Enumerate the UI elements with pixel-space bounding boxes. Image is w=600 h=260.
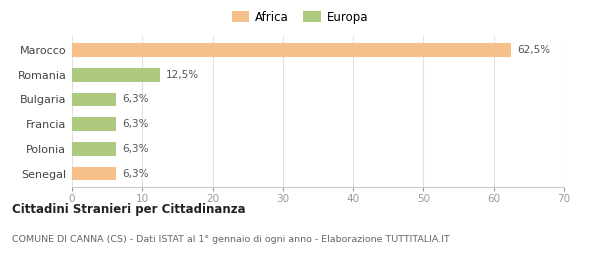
Text: 6,3%: 6,3%: [122, 168, 148, 179]
Text: 6,3%: 6,3%: [122, 94, 148, 105]
Text: 12,5%: 12,5%: [166, 70, 199, 80]
Bar: [72, 43, 511, 57]
Legend: Africa, Europa: Africa, Europa: [227, 6, 373, 28]
Bar: [72, 167, 116, 180]
Bar: [72, 68, 160, 82]
Bar: [72, 117, 116, 131]
Bar: [72, 142, 116, 156]
Text: 6,3%: 6,3%: [122, 119, 148, 129]
Text: COMUNE DI CANNA (CS) - Dati ISTAT al 1° gennaio di ogni anno - Elaborazione TUTT: COMUNE DI CANNA (CS) - Dati ISTAT al 1° …: [12, 235, 450, 244]
Text: 6,3%: 6,3%: [122, 144, 148, 154]
Bar: [72, 93, 116, 106]
Text: Cittadini Stranieri per Cittadinanza: Cittadini Stranieri per Cittadinanza: [12, 203, 245, 216]
Text: 62,5%: 62,5%: [517, 45, 550, 55]
